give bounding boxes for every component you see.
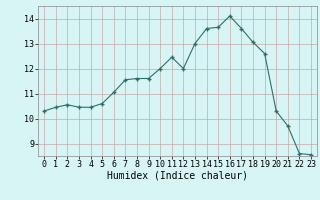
X-axis label: Humidex (Indice chaleur): Humidex (Indice chaleur) <box>107 171 248 181</box>
